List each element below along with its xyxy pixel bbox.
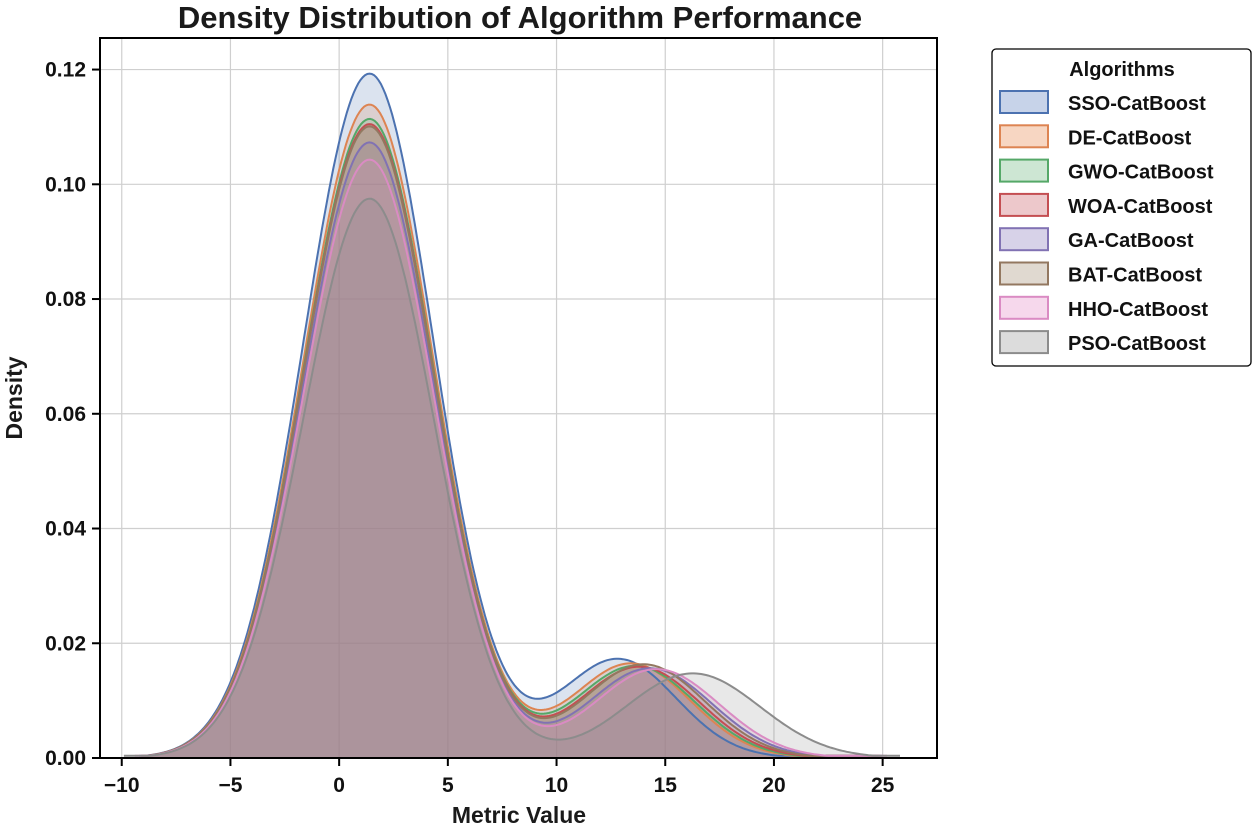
y-tick-label: 0.08 — [45, 288, 86, 311]
legend-swatch — [999, 192, 1049, 217]
legend-label: DE-CatBoost — [1068, 127, 1192, 149]
plot-frame — [99, 37, 938, 759]
density-fill-series-4 — [139, 142, 883, 758]
legend-label: WOA-CatBoost — [1068, 196, 1213, 218]
density-line-series-7 — [123, 197, 900, 757]
x-axis-ticks: −10 −5 0 5 10 15 20 25 — [104, 758, 895, 797]
legend-label: PSO-CatBoost — [1068, 333, 1206, 355]
y-axis-ticks: 0.00 0.02 0.04 0.06 0.08 0.10 0.12 — [45, 59, 100, 770]
x-tick-label: −5 — [218, 774, 242, 797]
y-tick-label: 0.12 — [45, 59, 86, 82]
y-tick-label: 0.06 — [45, 403, 86, 426]
density-line-series-5 — [141, 125, 881, 757]
y-axis-label: Density — [1, 356, 27, 439]
legend-swatch — [999, 330, 1049, 355]
x-tick-label: 5 — [442, 774, 454, 797]
density-fill-series-7 — [123, 198, 900, 758]
x-tick-label: 15 — [654, 774, 678, 797]
density-line-series-0 — [147, 72, 872, 757]
legend-swatch — [999, 158, 1049, 183]
x-tick-label: 10 — [545, 774, 568, 797]
legend-label: BAT-CatBoost — [1068, 265, 1202, 287]
x-tick-label: 25 — [871, 774, 895, 797]
legend-swatch — [999, 261, 1049, 286]
legend-label: GA-CatBoost — [1068, 230, 1194, 252]
density-fill-series-6 — [134, 159, 888, 759]
y-tick-label: 0.04 — [45, 518, 86, 541]
legend-title: Algorithms — [1069, 59, 1175, 81]
x-tick-label: −10 — [104, 774, 140, 797]
legend-swatch — [999, 124, 1049, 149]
legend-swatch — [999, 227, 1049, 252]
y-tick-label: 0.00 — [45, 747, 86, 770]
density-line-series-6 — [134, 158, 887, 757]
legend-swatch — [999, 90, 1049, 114]
chart-title: Density Distribution of Algorithm Perfor… — [178, 0, 862, 35]
density-line-series-4 — [139, 141, 883, 757]
density-fill-series-5 — [141, 126, 881, 758]
y-tick-label: 0.02 — [45, 632, 86, 655]
density-fills — [123, 73, 900, 759]
grid — [100, 38, 937, 759]
legend-label: GWO-CatBoost — [1068, 162, 1214, 184]
legend-swatch — [999, 295, 1049, 320]
legend-label: SSO-CatBoost — [1068, 93, 1206, 115]
legend-label: HHO-CatBoost — [1068, 299, 1208, 321]
density-fill-series-2 — [143, 118, 877, 758]
x-tick-label: 0 — [333, 774, 345, 797]
x-tick-label: 20 — [762, 774, 785, 797]
density-lines — [123, 72, 900, 757]
x-axis-label: Metric Value — [452, 802, 586, 827]
legend: Algorithms SSO-CatBoost DE-CatBoost GWO-Ca… — [991, 48, 1252, 367]
y-tick-label: 0.10 — [45, 173, 86, 196]
legend-frame — [991, 48, 1252, 367]
